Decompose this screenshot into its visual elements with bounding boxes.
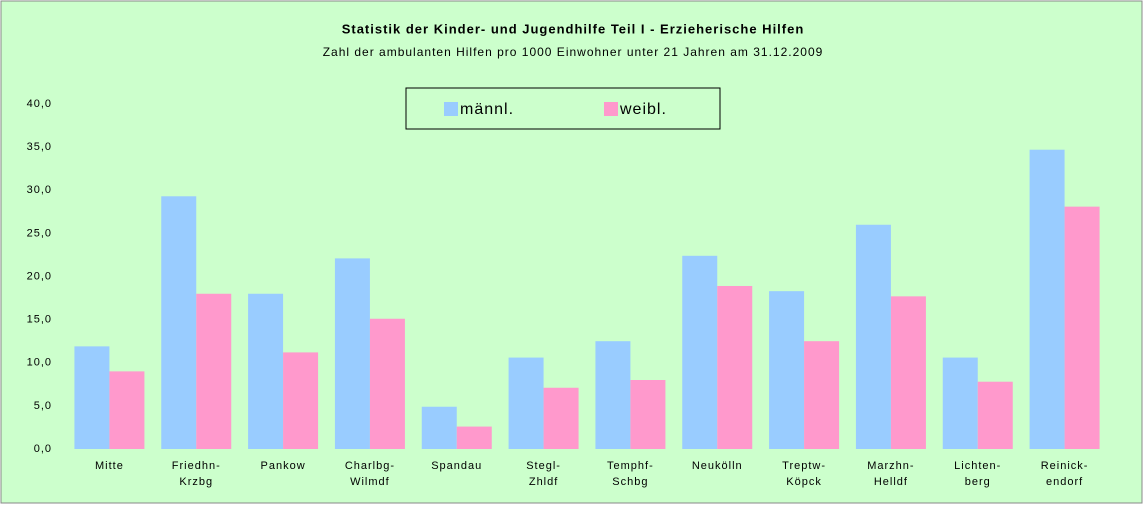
bar xyxy=(334,258,370,449)
bar xyxy=(942,357,978,449)
y-tick-label: 15,0 xyxy=(27,314,52,326)
bar xyxy=(977,381,1013,449)
y-tick-label: 30,0 xyxy=(27,184,52,196)
bar xyxy=(769,291,805,449)
legend-label: weibl. xyxy=(619,101,667,118)
x-tick-label: Neukölln xyxy=(691,460,743,472)
x-tick-label: Spandau xyxy=(431,460,483,472)
legend-swatch xyxy=(444,102,458,116)
chart-subtitle: Zahl der ambulanten Hilfen pro 1000 Einw… xyxy=(323,45,824,59)
bar xyxy=(630,380,666,449)
y-tick-label: 5,0 xyxy=(34,400,52,412)
bar xyxy=(369,318,405,449)
bar xyxy=(717,285,753,449)
bar xyxy=(1064,206,1100,449)
bar xyxy=(508,357,544,449)
y-tick-label: 20,0 xyxy=(27,270,52,282)
bar xyxy=(196,293,232,449)
bar xyxy=(283,352,319,449)
y-tick-label: 10,0 xyxy=(27,357,52,369)
bar xyxy=(543,387,579,449)
bar xyxy=(161,196,197,449)
bar xyxy=(890,296,926,449)
y-tick-label: 25,0 xyxy=(27,227,52,239)
chart-title: Statistik der Kinder- und Jugendhilfe Te… xyxy=(342,21,805,36)
x-tick-label: Stegl- Zhldf xyxy=(526,460,561,488)
bar xyxy=(248,293,284,449)
bar xyxy=(456,426,492,449)
x-tick-label: Friedhn- Krzbg xyxy=(171,460,221,488)
bar xyxy=(1029,149,1065,449)
x-tick-label: Lichten- berg xyxy=(954,460,1002,488)
x-tick-label: Treptw- Köpck xyxy=(782,460,827,488)
x-tick-label: Marzhn- Helldf xyxy=(867,460,915,488)
x-tick-label: Temphf- Schbg xyxy=(607,460,654,488)
x-tick-label: Charlbg- Wilmdf xyxy=(344,460,395,488)
legend-label: männl. xyxy=(460,101,514,118)
y-tick-label: 40,0 xyxy=(27,98,52,110)
x-tick-label: Mitte xyxy=(94,460,124,472)
x-tick-label: Pankow xyxy=(260,460,306,472)
y-tick-label: 35,0 xyxy=(27,141,52,153)
legend-box xyxy=(405,87,721,130)
legend-swatch xyxy=(604,102,618,116)
bar xyxy=(109,371,145,449)
y-tick-label: 0,0 xyxy=(34,443,52,455)
bar xyxy=(855,224,891,449)
bar xyxy=(682,255,718,449)
bar xyxy=(74,346,110,449)
bar xyxy=(421,406,457,449)
bar xyxy=(804,341,840,449)
bar xyxy=(595,341,631,449)
x-tick-label: Reinick- endorf xyxy=(1040,460,1089,488)
